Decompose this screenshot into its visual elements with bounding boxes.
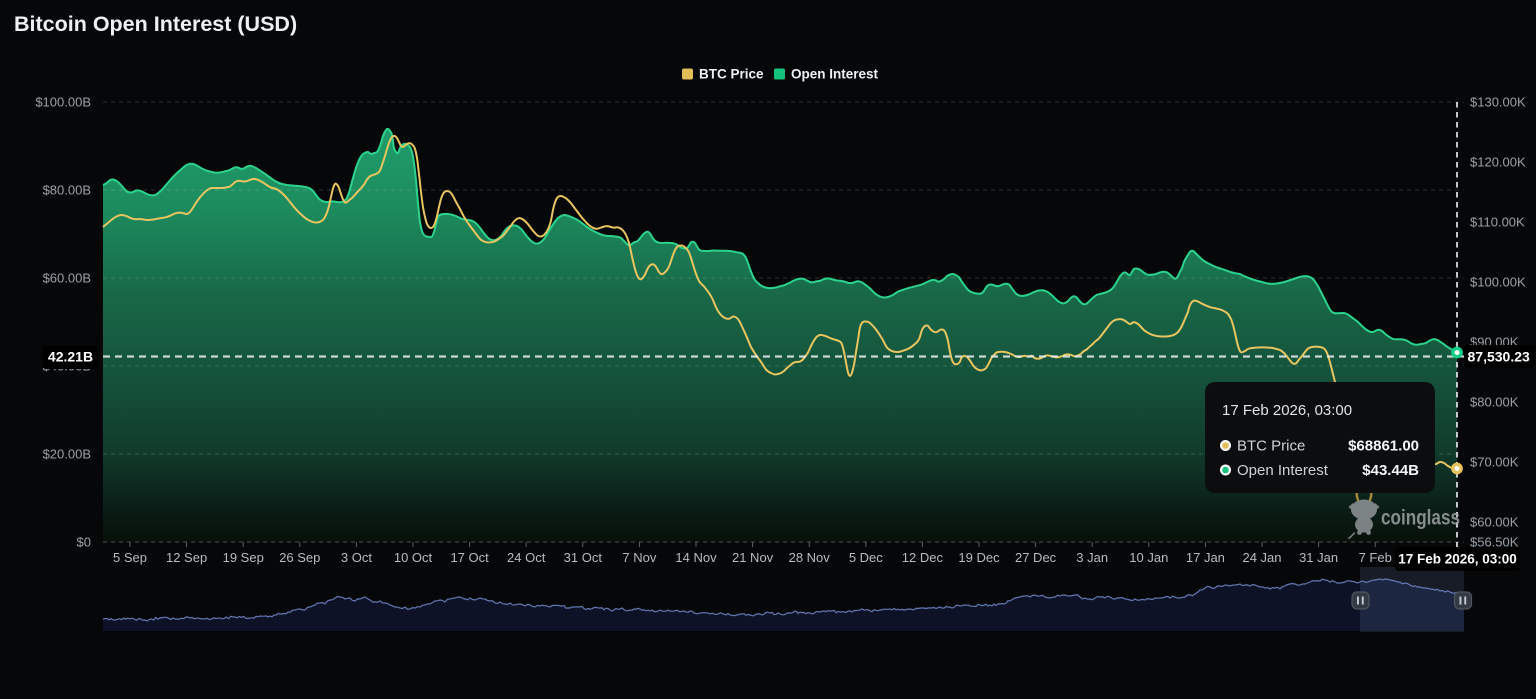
svg-text:12 Sep: 12 Sep <box>166 550 207 565</box>
svg-text:$60.00K: $60.00K <box>1470 515 1519 530</box>
svg-text:5 Dec: 5 Dec <box>849 550 883 565</box>
svg-text:24 Jan: 24 Jan <box>1242 550 1281 565</box>
svg-text:$56.50K: $56.50K <box>1470 535 1519 550</box>
svg-text:19 Sep: 19 Sep <box>223 550 264 565</box>
svg-text:17 Feb 2026, 03:00: 17 Feb 2026, 03:00 <box>1222 402 1352 419</box>
svg-text:3 Oct: 3 Oct <box>341 550 372 565</box>
svg-text:26 Sep: 26 Sep <box>279 550 320 565</box>
svg-text:17 Oct: 17 Oct <box>450 550 489 565</box>
svg-text:$43.44B: $43.44B <box>1362 462 1419 479</box>
svg-text:7 Feb: 7 Feb <box>1359 550 1392 565</box>
svg-text:$80.00B: $80.00B <box>43 183 91 198</box>
svg-text:19 Dec: 19 Dec <box>958 550 1000 565</box>
svg-text:42.21B: 42.21B <box>48 349 93 365</box>
svg-text:31 Oct: 31 Oct <box>564 550 603 565</box>
svg-text:10 Jan: 10 Jan <box>1129 550 1168 565</box>
svg-text:28 Nov: 28 Nov <box>789 550 831 565</box>
svg-text:coinglass: coinglass <box>1381 507 1460 530</box>
svg-text:$110.00K: $110.00K <box>1470 215 1525 230</box>
svg-text:$80.00K: $80.00K <box>1470 395 1519 410</box>
svg-text:87,530.23: 87,530.23 <box>1468 349 1530 365</box>
svg-text:31 Jan: 31 Jan <box>1299 550 1338 565</box>
svg-text:$60.00B: $60.00B <box>43 271 91 286</box>
svg-text:$70.00K: $70.00K <box>1470 455 1519 470</box>
svg-text:3 Jan: 3 Jan <box>1076 550 1108 565</box>
svg-text:Open Interest: Open Interest <box>1237 462 1329 479</box>
svg-text:Bitcoin Open Interest (USD): Bitcoin Open Interest (USD) <box>14 12 297 36</box>
svg-text:27 Dec: 27 Dec <box>1015 550 1057 565</box>
svg-text:24 Oct: 24 Oct <box>507 550 546 565</box>
svg-text:21 Nov: 21 Nov <box>732 550 774 565</box>
svg-text:12 Dec: 12 Dec <box>902 550 944 565</box>
svg-text:$0: $0 <box>77 535 91 550</box>
svg-text:BTC Price: BTC Price <box>699 67 764 82</box>
svg-text:$100.00K: $100.00K <box>1470 275 1526 290</box>
svg-text:$120.00K: $120.00K <box>1470 155 1526 170</box>
svg-text:BTC Price: BTC Price <box>1237 438 1305 455</box>
svg-text:$130.00K: $130.00K <box>1470 95 1526 110</box>
svg-text:14 Nov: 14 Nov <box>675 550 717 565</box>
svg-text:7 Nov: 7 Nov <box>622 550 656 565</box>
svg-text:17 Jan: 17 Jan <box>1186 550 1225 565</box>
svg-text:$68861.00: $68861.00 <box>1348 438 1419 455</box>
svg-text:Open Interest: Open Interest <box>791 67 879 82</box>
svg-text:$100.00B: $100.00B <box>35 95 91 110</box>
svg-text:17 Feb 2026, 03:00: 17 Feb 2026, 03:00 <box>1398 552 1517 567</box>
svg-text:$20.00B: $20.00B <box>43 447 91 462</box>
svg-text:5 Sep: 5 Sep <box>113 550 147 565</box>
svg-text:10 Oct: 10 Oct <box>394 550 433 565</box>
